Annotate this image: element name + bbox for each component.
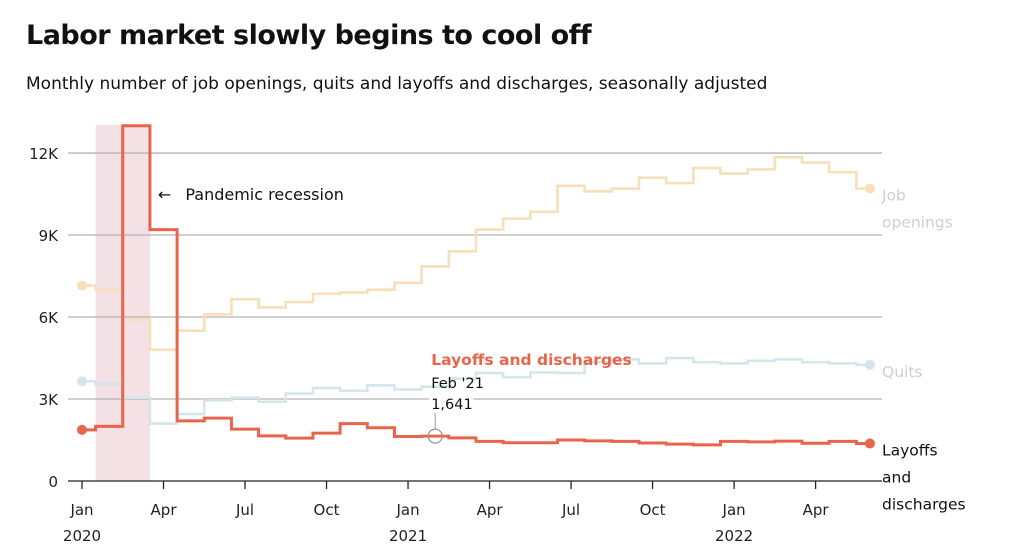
layoffs-end-point	[864, 438, 875, 449]
left-arrow-icon: ←	[158, 185, 171, 204]
x-axis: Jan 2020 Apr Jul Oct Jan 2021 Apr Jul Oct Jan 2022 A…	[63, 481, 829, 545]
x-tick-label: Jul	[561, 501, 580, 519]
layoffs-start-point	[77, 424, 87, 435]
job-openings-series	[77, 155, 875, 352]
quits-line	[82, 356, 870, 425]
series-layer	[77, 124, 875, 449]
chart-subtitle: Monthly number of job openings, quits an…	[26, 74, 768, 94]
x-tick-year-label: 2020	[63, 527, 101, 545]
tooltip-series-label: Layoffs and discharges	[431, 351, 632, 369]
tooltip-value-bg	[429, 390, 474, 412]
y-tick-label: 12K	[29, 145, 59, 163]
x-tick-label: Apr	[477, 501, 504, 519]
tooltip-value: 1,641	[431, 397, 473, 413]
tooltip-date: Feb '21	[431, 376, 484, 392]
layoffs-end-label: Layoffs	[882, 442, 938, 460]
x-tick-label: Jan	[69, 501, 93, 519]
job-openings-end-label: Job	[881, 187, 906, 205]
job-openings-line	[82, 155, 870, 352]
quits-end-label: Quits	[882, 363, 922, 381]
y-tick-label: 6K	[39, 309, 60, 327]
job-openings-end-label: openings	[882, 214, 953, 232]
x-tick-label: Jul	[235, 501, 254, 519]
x-tick-year-label: 2022	[715, 527, 753, 545]
x-tick-label: Apr	[803, 501, 830, 519]
recession-annotation: ← Pandemic recession	[158, 185, 344, 204]
job-openings-start-point	[77, 280, 87, 291]
y-tick-label: 9K	[39, 227, 60, 245]
layoffs-series	[77, 124, 875, 449]
quits-start-point	[77, 376, 87, 387]
layoffs-line	[82, 124, 870, 447]
y-tick-label: 3K	[39, 391, 60, 409]
job-openings-end-point	[864, 183, 875, 194]
y-tick-label: 0	[48, 473, 58, 491]
quits-end-point	[864, 359, 875, 370]
recession-label: Pandemic recession	[185, 185, 344, 204]
labels: ← Pandemic recession Job openings Quits Layof…	[158, 185, 966, 514]
layoffs-end-label: discharges	[882, 496, 966, 514]
layoffs-end-label: and	[882, 469, 911, 487]
quits-series	[77, 356, 875, 425]
x-tick-label: Apr	[151, 501, 178, 519]
x-tick-label: Jan	[722, 501, 746, 519]
x-tick-label: Oct	[640, 501, 666, 519]
x-tick-year-label: 2021	[389, 527, 427, 545]
tooltip-marker	[427, 428, 443, 444]
chart-title: Labor market slowly begins to cool off	[26, 20, 592, 51]
x-tick-label: Oct	[314, 501, 340, 519]
x-tick-label: Jan	[395, 501, 419, 519]
